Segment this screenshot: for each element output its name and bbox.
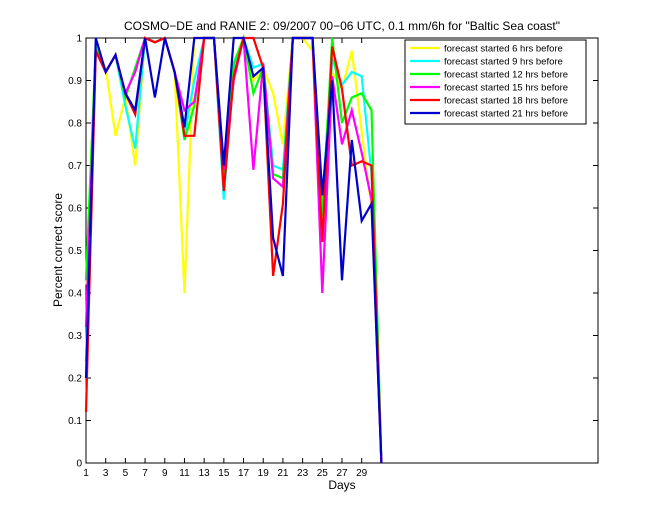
legend-label-2: forecast started 9 hrs before xyxy=(444,57,563,68)
legend-label-5: forecast started 18 hrs before xyxy=(444,96,568,107)
x-tick-label: 7 xyxy=(142,468,148,479)
y-tick-label: 0.5 xyxy=(68,246,82,257)
legend-box xyxy=(404,39,587,125)
legend-label-1: forecast started 6 hrs before xyxy=(444,44,563,55)
y-tick-label: 0.2 xyxy=(68,374,82,385)
series-layer xyxy=(84,33,383,464)
y-tick-label: 0.3 xyxy=(68,331,82,342)
y-axis-label: Percent correct score xyxy=(51,193,65,307)
x-tick-label: 27 xyxy=(336,468,348,479)
chart-title: COSMO−DE and RANIE 2: 09/2007 00−06 UTC,… xyxy=(124,19,560,33)
y-tick-label: 0.1 xyxy=(68,416,82,427)
series-line-3 xyxy=(84,33,383,464)
y-tick-label: 0 xyxy=(76,459,82,470)
x-axis-label: Days xyxy=(328,478,355,492)
x-tick-label: 11 xyxy=(179,468,190,479)
x-tick-label: 29 xyxy=(356,468,368,479)
legend-label-3: forecast started 12 hrs before xyxy=(444,70,568,81)
series-line-6 xyxy=(84,36,383,464)
x-tick-label: 25 xyxy=(317,468,329,479)
series-line-5 xyxy=(84,36,383,464)
x-tick-label: 1 xyxy=(83,468,89,479)
y-tick-label: 0.8 xyxy=(68,119,82,130)
y-tick-label: 0.7 xyxy=(68,161,82,172)
y-tick-label: 1 xyxy=(76,34,82,45)
y-tick-label: 0.6 xyxy=(68,204,82,215)
legend: forecast started 6 hrs before forecast st… xyxy=(404,39,587,125)
y-tick-label: 0.9 xyxy=(68,76,82,87)
x-tick-label: 3 xyxy=(103,468,109,479)
y-tick-label: 0.4 xyxy=(68,289,82,300)
x-tick-label: 17 xyxy=(238,468,250,479)
x-tick-label: 13 xyxy=(199,468,211,479)
x-tick-label: 15 xyxy=(218,468,230,479)
x-tick-label: 21 xyxy=(277,468,289,479)
x-tick-label: 19 xyxy=(258,468,270,479)
legend-label-4: forecast started 15 hrs before xyxy=(444,83,568,94)
legend-label-6: forecast started 21 hrs before xyxy=(444,109,568,120)
x-tick-label: 9 xyxy=(162,468,168,479)
x-tick-label: 5 xyxy=(123,468,129,479)
x-tick-label: 23 xyxy=(297,468,309,479)
